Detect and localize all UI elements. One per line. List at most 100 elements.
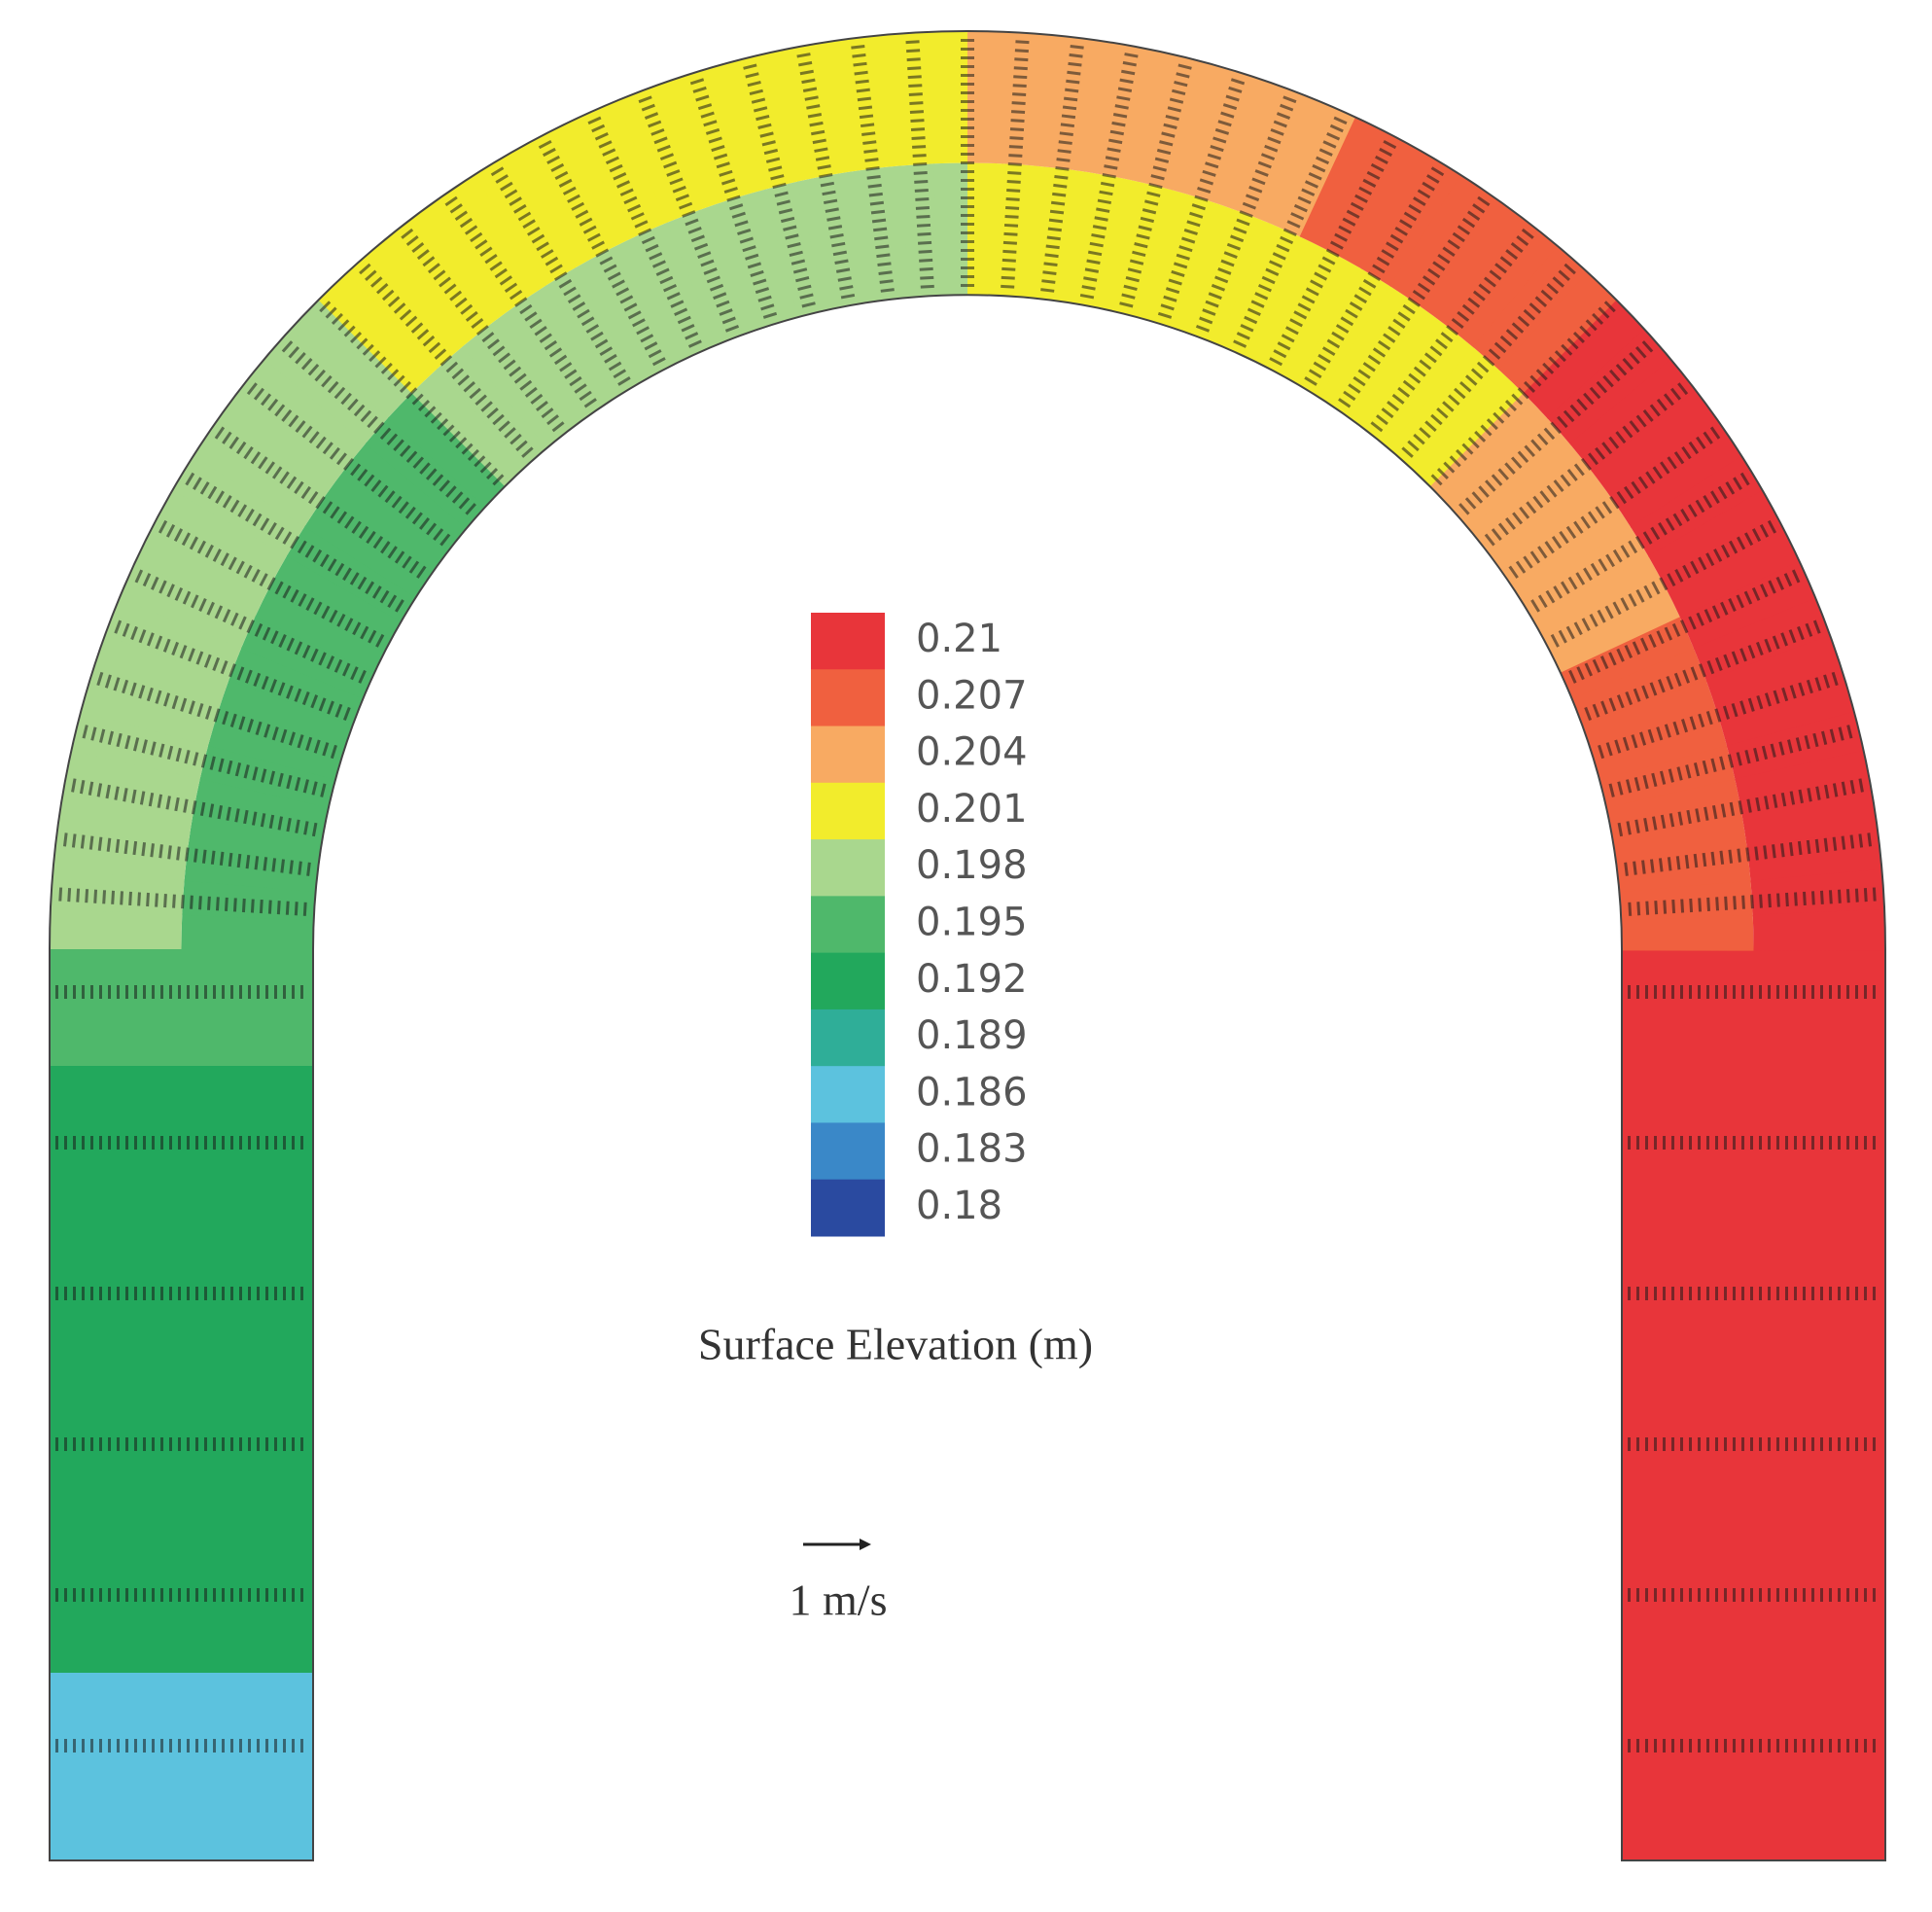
channel-zone [847,34,901,170]
channel-zone [1024,165,1072,301]
scale-arrow-head [860,1539,871,1550]
channel-zone [188,811,324,865]
vector-row [281,340,476,515]
channel-zone [1582,680,1718,754]
colorbar-tick-label: 0.18 [916,1184,1002,1228]
channel-zone [729,52,799,191]
colorbar-tick-label: 0.192 [916,957,1028,1002]
channel-zone [1052,169,1106,305]
channel-zone [1622,949,1885,1860]
vector-row [1195,95,1297,333]
channel-zone [666,209,746,345]
vector-row [638,95,740,333]
colorbar-band [811,1122,885,1181]
channel-zone [1750,868,1885,917]
channel-zone [63,748,201,813]
channel-zone [153,488,288,586]
vector-row [1119,63,1192,308]
channel-zone [1619,880,1753,922]
colorbar-tick-label: 0.183 [916,1127,1028,1172]
colorbar-tick-label: 0.207 [916,673,1028,718]
channel-zone [411,368,527,487]
colorbar-band [811,1066,885,1123]
vector-row [587,116,702,348]
channel-zone [255,584,388,673]
channel-zone [1104,45,1169,183]
scale-label: 1 m/s [790,1576,888,1625]
channel-zone [199,744,336,808]
channel-zone [343,443,468,551]
colorbar-tick-label: 0.198 [916,843,1028,888]
channel-zone [228,647,364,726]
channel-zone [1503,498,1632,599]
colorbar-band [811,726,885,784]
colorbar: 0.21 0.207 0.204 0.201 0.198 0.195 0.192 0.189 0… [811,613,1028,1237]
channel-zone [408,195,518,326]
channel-zone [808,38,867,175]
channel-zone [1533,555,1666,649]
channel-zone [184,844,319,893]
vector-row [1269,139,1397,367]
channel-zone [509,133,607,268]
channel-zone [208,711,344,780]
vector-row [1484,382,1689,547]
channel-zone [323,469,449,574]
colorbar-tick-label: 0.195 [916,901,1028,945]
vector-row [1157,78,1246,319]
vector-row [401,228,565,433]
channel-zone [1591,712,1728,782]
vector-row [82,725,327,797]
channel-zone [1137,53,1208,191]
channel-zone [239,357,367,471]
vector-row [1304,166,1445,386]
vector-row [185,472,404,613]
channel-zone [50,1673,313,1860]
channel-zone [1621,914,1754,951]
channel-zone [488,303,594,431]
channel-zone [1726,711,1865,781]
vector-row [214,426,427,579]
channel-zone [215,388,345,499]
channel-zone [217,678,354,753]
colorbar-band [811,952,885,1010]
vector-row [96,671,337,760]
channel-zone [516,285,617,413]
vector-row [444,195,597,408]
channel-zone [71,709,209,780]
channel-zone [898,163,940,298]
channel-zone [318,270,438,394]
channel-zone [1001,31,1050,166]
channel-zone [57,788,194,847]
channel-zone [1137,190,1206,326]
channel-zone [1429,393,1549,509]
vector-row [1458,340,1654,515]
channel-zone [1389,174,1496,306]
channel-zone [927,31,969,164]
colorbar-tick-label: 0.204 [916,730,1028,775]
channel-zone [1108,181,1173,318]
channel-zone [50,906,183,949]
channel-zone [1446,221,1560,348]
colorbar-tick-label: 0.21 [916,617,1002,661]
colorbar-band [811,839,885,897]
vector-row [905,40,934,289]
vector-row [1508,426,1721,579]
channel-zone [967,162,1003,296]
channel-zone [1204,73,1283,211]
channel-zone [347,244,464,370]
channel-zone [1616,846,1751,894]
vector-row [743,63,816,308]
vector-row [1040,44,1084,293]
channel-zone [1705,635,1844,715]
vector-row [58,887,307,916]
channel-zone [1665,525,1801,619]
channel-zone [263,327,390,444]
channel-zone [544,116,637,252]
colorbar-label: Surface Elevation (m) [698,1320,1093,1369]
channel-zone [1523,300,1646,419]
channel-zone [1741,790,1879,849]
vector-row [62,832,311,876]
channel-zone [1679,561,1816,651]
vector-row [1584,620,1821,722]
